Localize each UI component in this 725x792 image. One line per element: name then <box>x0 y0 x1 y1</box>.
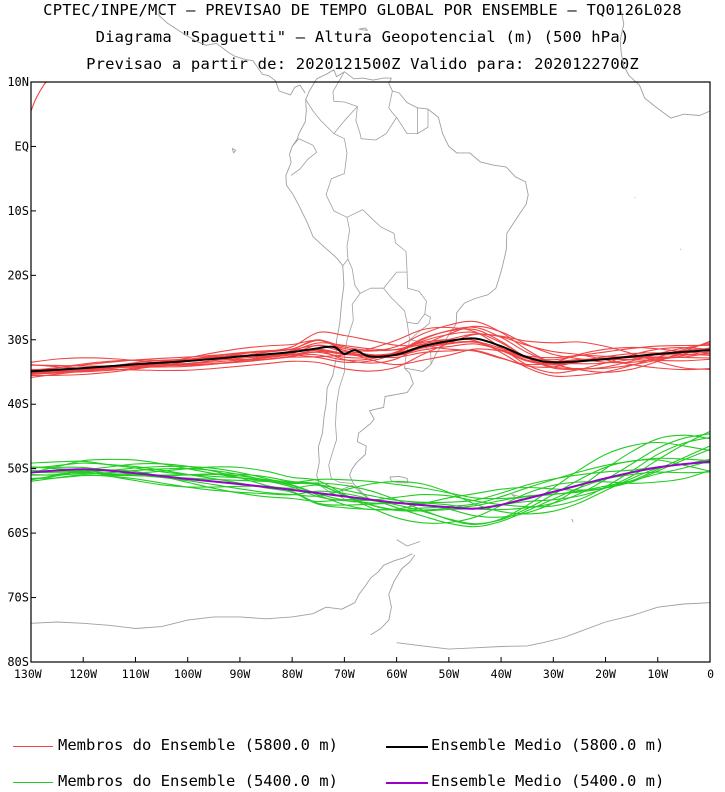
lat-label: 60S <box>7 526 29 540</box>
lat-label: 50S <box>7 462 29 476</box>
legend-red-swatch <box>13 746 53 747</box>
ensemble-mean-5400-line <box>30 460 711 510</box>
member-5800-line <box>30 326 711 375</box>
member-5400-line <box>30 434 711 518</box>
member-5800-line <box>30 331 711 373</box>
lon-label: 120W <box>69 667 97 681</box>
member-5800-fragment <box>30 81 48 112</box>
plot-frame <box>30 81 711 663</box>
legend-green-members: Membros do Ensemble (5400.0 m) <box>58 772 338 790</box>
legend-black-swatch <box>386 746 428 748</box>
lon-label: 110W <box>122 667 150 681</box>
lon-label: 20W <box>595 667 616 681</box>
coastlines <box>30 9 711 650</box>
lat-label: 80S <box>7 655 29 669</box>
lon-label: 30W <box>543 667 564 681</box>
lat-label: 20S <box>7 268 29 282</box>
lat-label: 40S <box>7 397 29 411</box>
spaghetti-map: 10N EQ 10S 20S 30S 40S 50S 60S 70S 80S 130W 120W 11… <box>7 9 714 681</box>
lat-label: 10N <box>7 75 29 89</box>
member-5400-line <box>30 458 711 504</box>
lon-label: 100W <box>174 667 202 681</box>
member-5400-line <box>30 430 711 512</box>
legend-red-members: Membros do Ensemble (5800.0 m) <box>58 736 338 754</box>
lon-label: 0 <box>707 667 714 681</box>
lon-label: 60W <box>386 667 407 681</box>
lon-label: 90W <box>230 667 251 681</box>
title-line-3: Previsao a partir de: 2020121500Z Valido… <box>86 55 639 73</box>
lat-label: 70S <box>7 591 29 605</box>
title-line-2: Diagrama "Spaguetti" — Altura Geopotenci… <box>95 28 630 46</box>
legend-black-mean: Ensemble Medio (5800.0 m) <box>431 736 665 754</box>
spaghetti-lines <box>30 81 711 528</box>
lat-label: 10S <box>7 204 29 218</box>
lon-label: 50W <box>438 667 459 681</box>
lon-labels: 130W 120W 110W 100W 90W 80W 70W 60W 50W 40W 30W 20W… <box>14 667 714 681</box>
lon-label: 70W <box>334 667 355 681</box>
member-5400-line <box>30 459 711 525</box>
lat-labels: 10N EQ 10S 20S 30S 40S 50S 60S 70S 80S <box>7 75 29 669</box>
lat-label: 30S <box>7 333 29 347</box>
axis-ticks <box>31 145 659 662</box>
member-5400-line <box>30 469 711 524</box>
legend-purple-swatch <box>386 782 428 784</box>
ensemble-means <box>30 337 711 510</box>
lon-label: 80W <box>282 667 303 681</box>
legend-green-swatch <box>13 782 53 783</box>
title-line-1: CPTEC/INPE/MCT — PREVISAO DE TEMPO GLOBA… <box>43 1 682 19</box>
ensemble-mean-5800-line <box>30 337 711 373</box>
lat-label: EQ <box>15 139 29 153</box>
member-5800-line <box>30 338 711 378</box>
lon-label: 10W <box>647 667 668 681</box>
member-5400-line <box>30 441 711 526</box>
lon-label: 40W <box>491 667 512 681</box>
legend-purple-mean: Ensemble Medio (5400.0 m) <box>431 772 665 790</box>
lon-label: 130W <box>14 667 42 681</box>
